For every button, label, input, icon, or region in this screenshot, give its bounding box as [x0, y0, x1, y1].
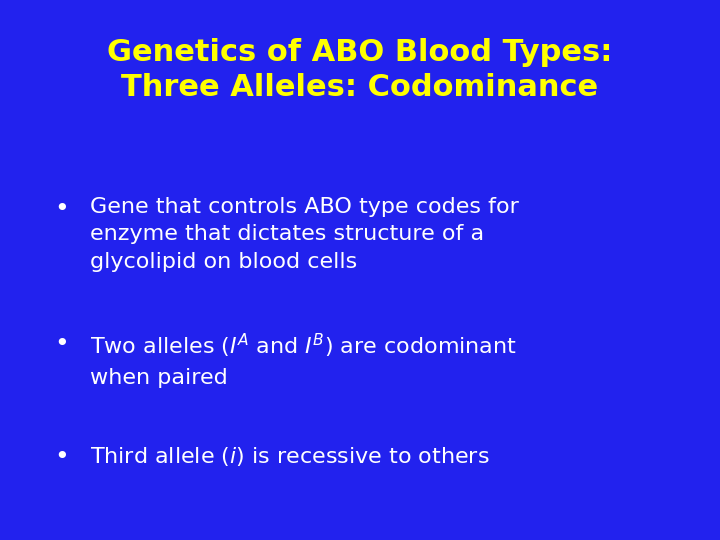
Text: •: •: [54, 197, 68, 221]
Text: Two alleles ($I^A$ and $I^B$) are codominant
when paired: Two alleles ($I^A$ and $I^B$) are codomi…: [90, 332, 517, 388]
Text: Gene that controls ABO type codes for
enzyme that dictates structure of a
glycol: Gene that controls ABO type codes for en…: [90, 197, 519, 272]
Text: •: •: [54, 332, 68, 356]
Text: Genetics of ABO Blood Types:
Three Alleles: Codominance: Genetics of ABO Blood Types: Three Allel…: [107, 38, 613, 102]
Text: •: •: [54, 446, 68, 469]
Text: Third allele ($i$) is recessive to others: Third allele ($i$) is recessive to other…: [90, 446, 490, 469]
